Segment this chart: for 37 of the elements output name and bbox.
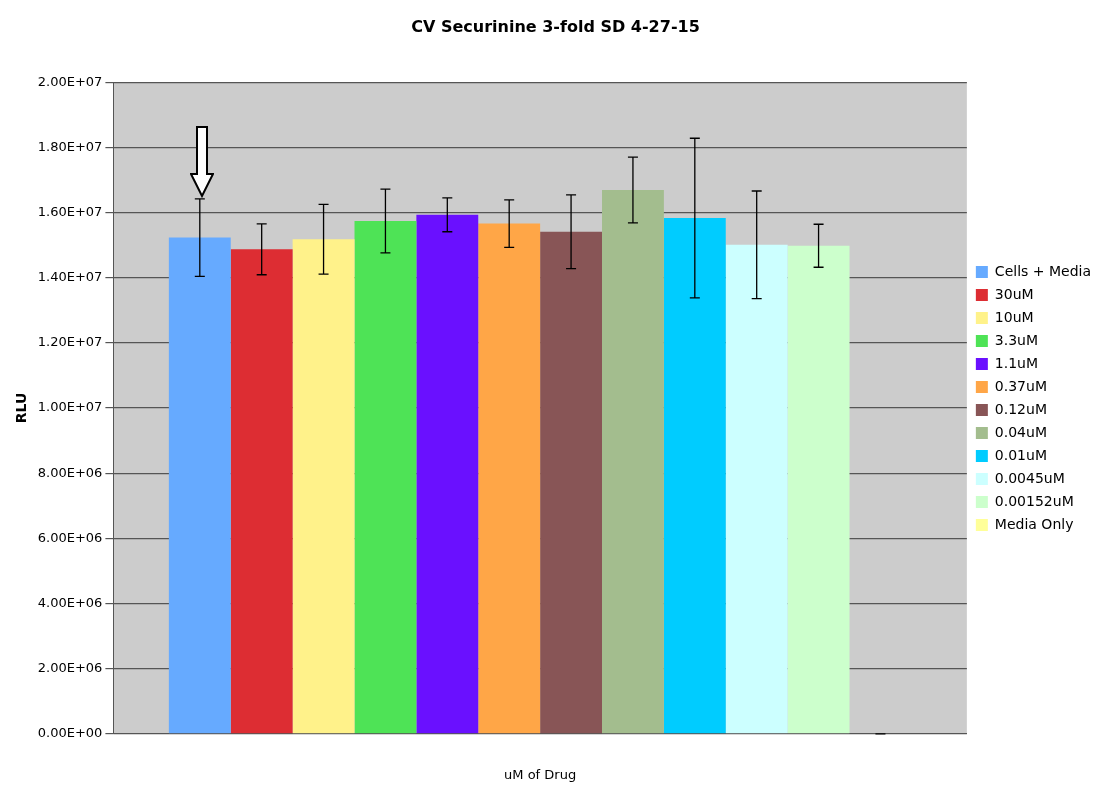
legend-label: 0.37uM <box>994 377 1047 394</box>
y-axis-title: RLU <box>13 392 30 424</box>
legend-label: 1.1uM <box>994 354 1039 371</box>
bar <box>602 190 664 734</box>
bar <box>168 237 231 734</box>
bar <box>416 214 479 734</box>
bar <box>725 244 788 734</box>
y-tick-label: 1.20E+07 <box>37 334 103 350</box>
y-tick-label: 8.00E+06 <box>37 464 103 480</box>
y-tick-label: 4.00E+06 <box>37 594 103 610</box>
legend-label: 30uM <box>994 285 1034 302</box>
legend-label: 0.0045uM <box>994 469 1065 486</box>
y-tick-label: 2.00E+06 <box>37 660 103 676</box>
y-tick-label: 1.80E+07 <box>37 138 103 154</box>
legend-label: 3.3uM <box>994 331 1039 348</box>
bar <box>540 231 602 734</box>
y-tick-label: 6.00E+06 <box>37 529 103 545</box>
y-tick-label: 2.00E+07 <box>37 73 103 89</box>
legend-label: 0.04uM <box>994 423 1047 440</box>
y-tick-label: 0.00E+00 <box>37 725 103 741</box>
bar <box>787 245 850 734</box>
bar <box>663 218 726 734</box>
bar <box>354 220 417 734</box>
y-tick-label: 1.60E+07 <box>37 203 103 219</box>
legend-label: 0.00152uM <box>994 492 1074 509</box>
legend-label: 0.01uM <box>994 446 1047 463</box>
legend-label: 10uM <box>994 308 1034 325</box>
y-tick-label: 1.40E+07 <box>37 269 103 285</box>
bar <box>292 239 355 734</box>
chart-title: CV Securinine 3-fold SD 4-27-15 <box>411 16 700 36</box>
y-tick-label: 1.00E+07 <box>37 399 103 415</box>
bar <box>478 223 541 734</box>
legend-label: 0.12uM <box>994 400 1047 417</box>
bar <box>230 249 293 734</box>
x-axis-title: uM of Drug <box>504 766 577 782</box>
legend-label: Media Only <box>994 515 1074 532</box>
legend-label: Cells + Media <box>994 262 1091 279</box>
